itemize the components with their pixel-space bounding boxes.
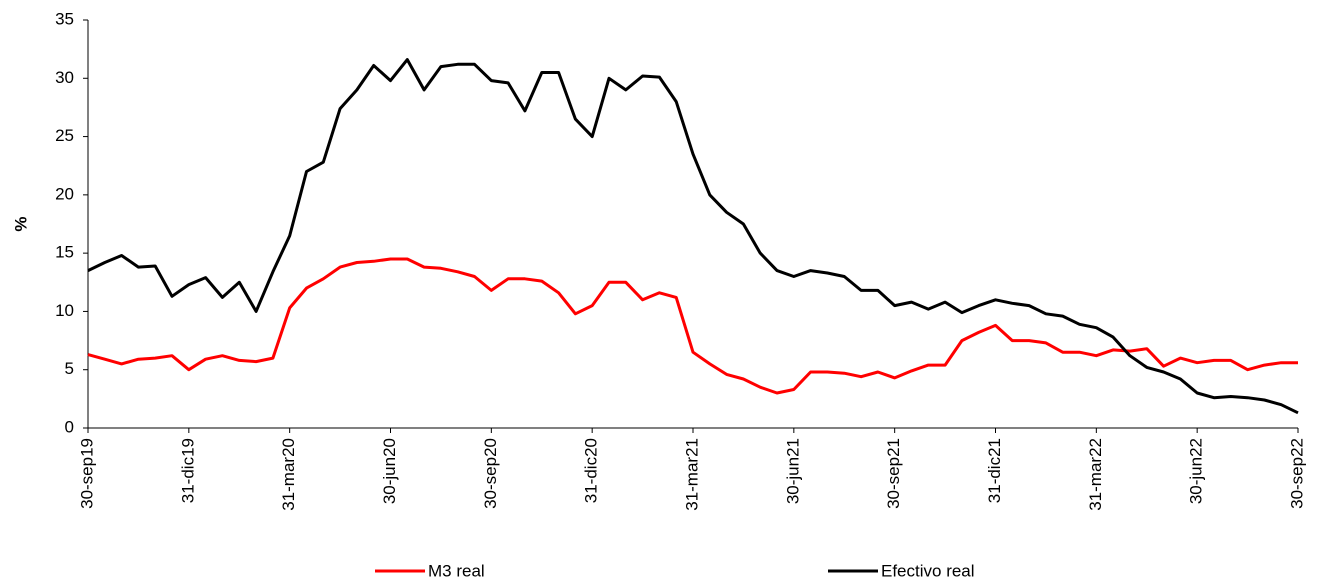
y-tick-label: 15 [55, 243, 74, 262]
x-tick-label: 31-dic21 [985, 438, 1004, 503]
x-tick-label: 30-sep20 [481, 438, 500, 509]
y-tick-label: 10 [55, 301, 74, 320]
x-tick-label: 30-sep21 [884, 438, 903, 509]
y-tick-label: 35 [55, 9, 74, 28]
y-tick-label: 25 [55, 126, 74, 145]
x-tick-label: 31-dic20 [582, 438, 601, 503]
x-tick-label: 30-sep19 [77, 438, 96, 509]
y-tick-label: 5 [65, 359, 74, 378]
line-series [87, 58, 1299, 415]
y-tick-label: 20 [55, 184, 74, 203]
legend-label: M3 real [428, 561, 485, 580]
y-tick-label: 30 [55, 68, 74, 87]
x-tick-label: 31-mar22 [1086, 438, 1105, 511]
x-tick-label: 31-mar20 [279, 438, 298, 511]
y-tick-label: 0 [65, 417, 74, 436]
x-tick-label: 30-jun22 [1187, 438, 1206, 504]
x-tick-label: 30-jun21 [783, 438, 802, 504]
y-axis-label: % [11, 216, 30, 231]
x-tick-label: 31-dic19 [178, 438, 197, 503]
x-tick-label: 30-jun20 [380, 438, 399, 504]
legend-label: Efectivo real [881, 561, 975, 580]
line-series [87, 257, 1298, 395]
x-tick-label: 31-mar21 [682, 438, 701, 511]
x-tick-label: 30-sep22 [1287, 438, 1306, 509]
